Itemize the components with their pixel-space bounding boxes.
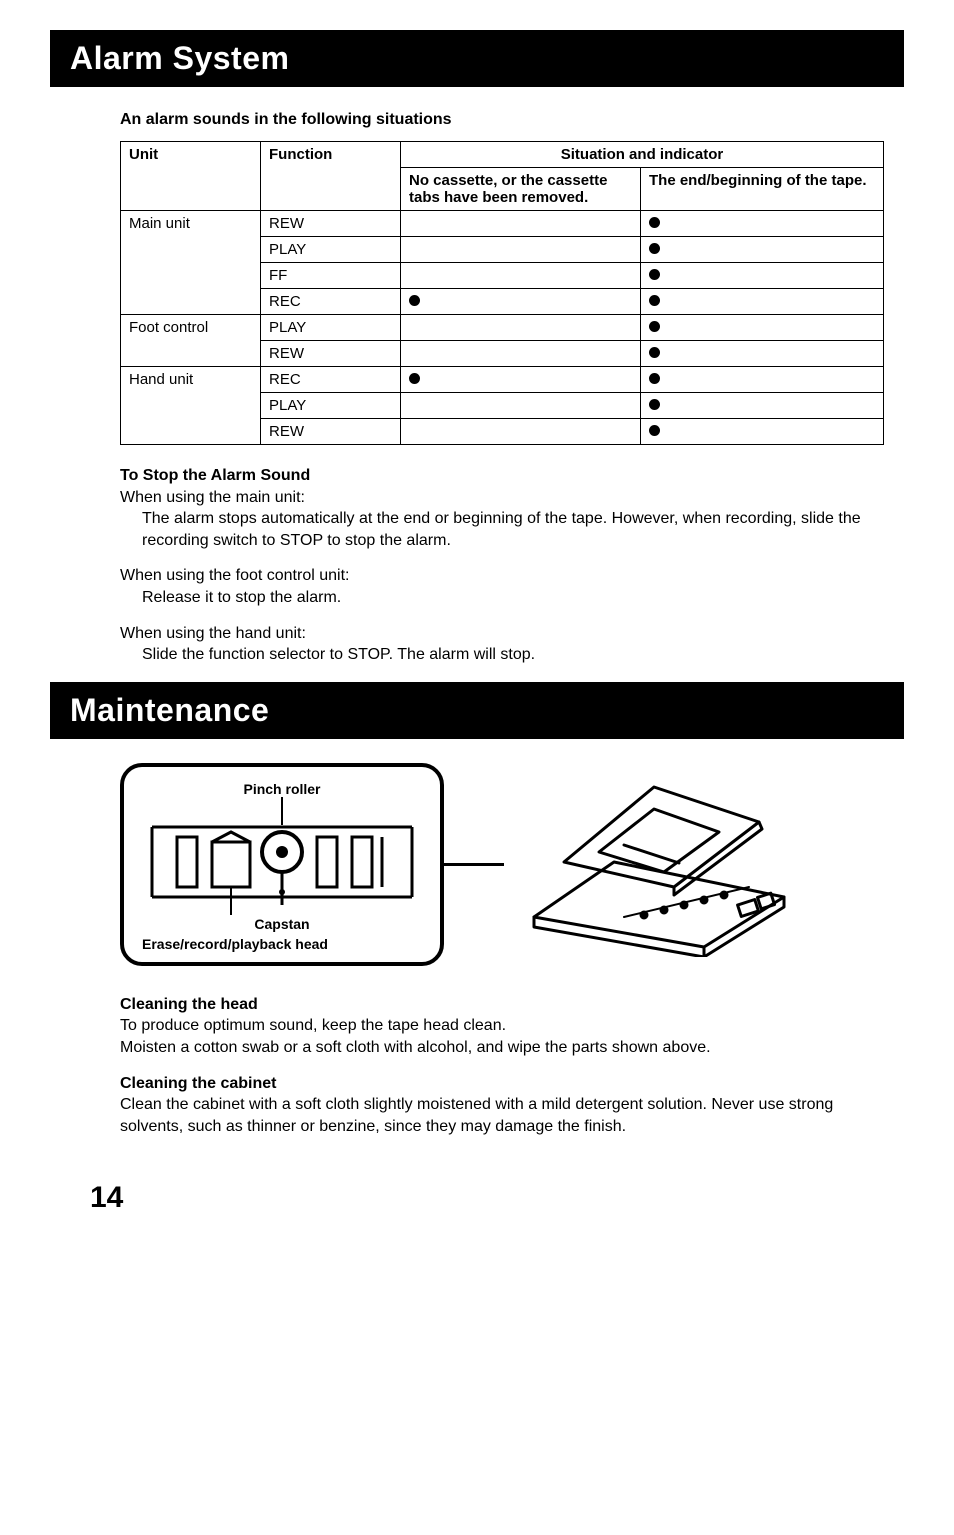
dot-icon — [649, 269, 660, 280]
func-cell: REW — [261, 211, 401, 237]
clean-cabinet-text: Clean the cabinet with a soft cloth slig… — [120, 1096, 833, 1135]
page-number: 14 — [50, 1151, 904, 1215]
device-diagram — [504, 767, 804, 962]
dot-icon — [649, 295, 660, 306]
dot-icon — [409, 373, 420, 384]
dot-cell — [401, 237, 641, 263]
dot-icon — [649, 425, 660, 436]
dot-cell — [641, 315, 884, 341]
func-cell: PLAY — [261, 393, 401, 419]
func-cell: REW — [261, 419, 401, 445]
dot-cell — [401, 211, 641, 237]
stop-main-text: The alarm stops automatically at the end… — [120, 508, 884, 551]
unit-cell: Foot control — [121, 315, 261, 367]
dot-cell — [401, 263, 641, 289]
dot-icon — [649, 243, 660, 254]
section-header-alarm: Alarm System — [50, 30, 904, 87]
dot-cell — [641, 341, 884, 367]
dot-icon — [649, 217, 660, 228]
unit-cell: Main unit — [121, 211, 261, 315]
th-col-a: No cassette, or the cassette tabs have b… — [401, 168, 641, 211]
func-cell: PLAY — [261, 315, 401, 341]
th-unit: Unit — [121, 142, 261, 211]
pinch-roller-label: Pinch roller — [142, 781, 422, 797]
dot-cell — [401, 289, 641, 315]
dot-icon — [649, 373, 660, 384]
func-cell: PLAY — [261, 237, 401, 263]
connector-line — [444, 863, 504, 866]
dot-icon — [409, 295, 420, 306]
th-function: Function — [261, 142, 401, 211]
stop-main-label: When using the main unit: — [120, 489, 305, 506]
head-label: Erase/record/playback head — [142, 936, 422, 952]
dot-cell — [401, 341, 641, 367]
stop-hand-text: Slide the function selector to STOP. The… — [120, 644, 884, 666]
func-cell: REW — [261, 341, 401, 367]
clean-head-line2: Moisten a cotton swab or a soft cloth wi… — [120, 1039, 711, 1056]
dot-cell — [641, 289, 884, 315]
func-cell: REC — [261, 367, 401, 393]
stop-heading: To Stop the Alarm Sound — [120, 467, 310, 484]
dot-cell — [641, 263, 884, 289]
mechanism-icon — [142, 797, 422, 917]
stop-foot-text: Release it to stop the alarm. — [120, 587, 884, 609]
dot-cell — [641, 237, 884, 263]
clean-cabinet-heading: Cleaning the cabinet — [120, 1075, 276, 1092]
func-cell: REC — [261, 289, 401, 315]
alarm-table: Unit Function Situation and indicator No… — [120, 141, 884, 445]
device-icon — [504, 767, 804, 957]
dot-cell — [401, 393, 641, 419]
dot-cell — [401, 419, 641, 445]
dot-cell — [401, 367, 641, 393]
dot-cell — [641, 211, 884, 237]
section-header-maintenance: Maintenance — [50, 682, 904, 739]
dot-cell — [641, 419, 884, 445]
stop-foot-label: When using the foot control unit: — [120, 567, 349, 584]
maintenance-figure: Pinch roller — [120, 763, 904, 966]
stop-hand-label: When using the hand unit: — [120, 625, 306, 642]
dot-cell — [641, 393, 884, 419]
unit-cell: Hand unit — [121, 367, 261, 445]
dot-cell — [641, 367, 884, 393]
clean-head-line1: To produce optimum sound, keep the tape … — [120, 1017, 506, 1034]
dot-icon — [649, 399, 660, 410]
th-situation: Situation and indicator — [401, 142, 884, 168]
alarm-intro: An alarm sounds in the following situati… — [120, 111, 884, 129]
capstan-label: Capstan — [142, 916, 422, 932]
mechanism-diagram: Pinch roller — [120, 763, 444, 966]
dot-icon — [649, 321, 660, 332]
dot-icon — [649, 347, 660, 358]
func-cell: FF — [261, 263, 401, 289]
dot-cell — [401, 315, 641, 341]
th-col-b: The end/beginning of the tape. — [641, 168, 884, 211]
clean-head-heading: Cleaning the head — [120, 996, 258, 1013]
